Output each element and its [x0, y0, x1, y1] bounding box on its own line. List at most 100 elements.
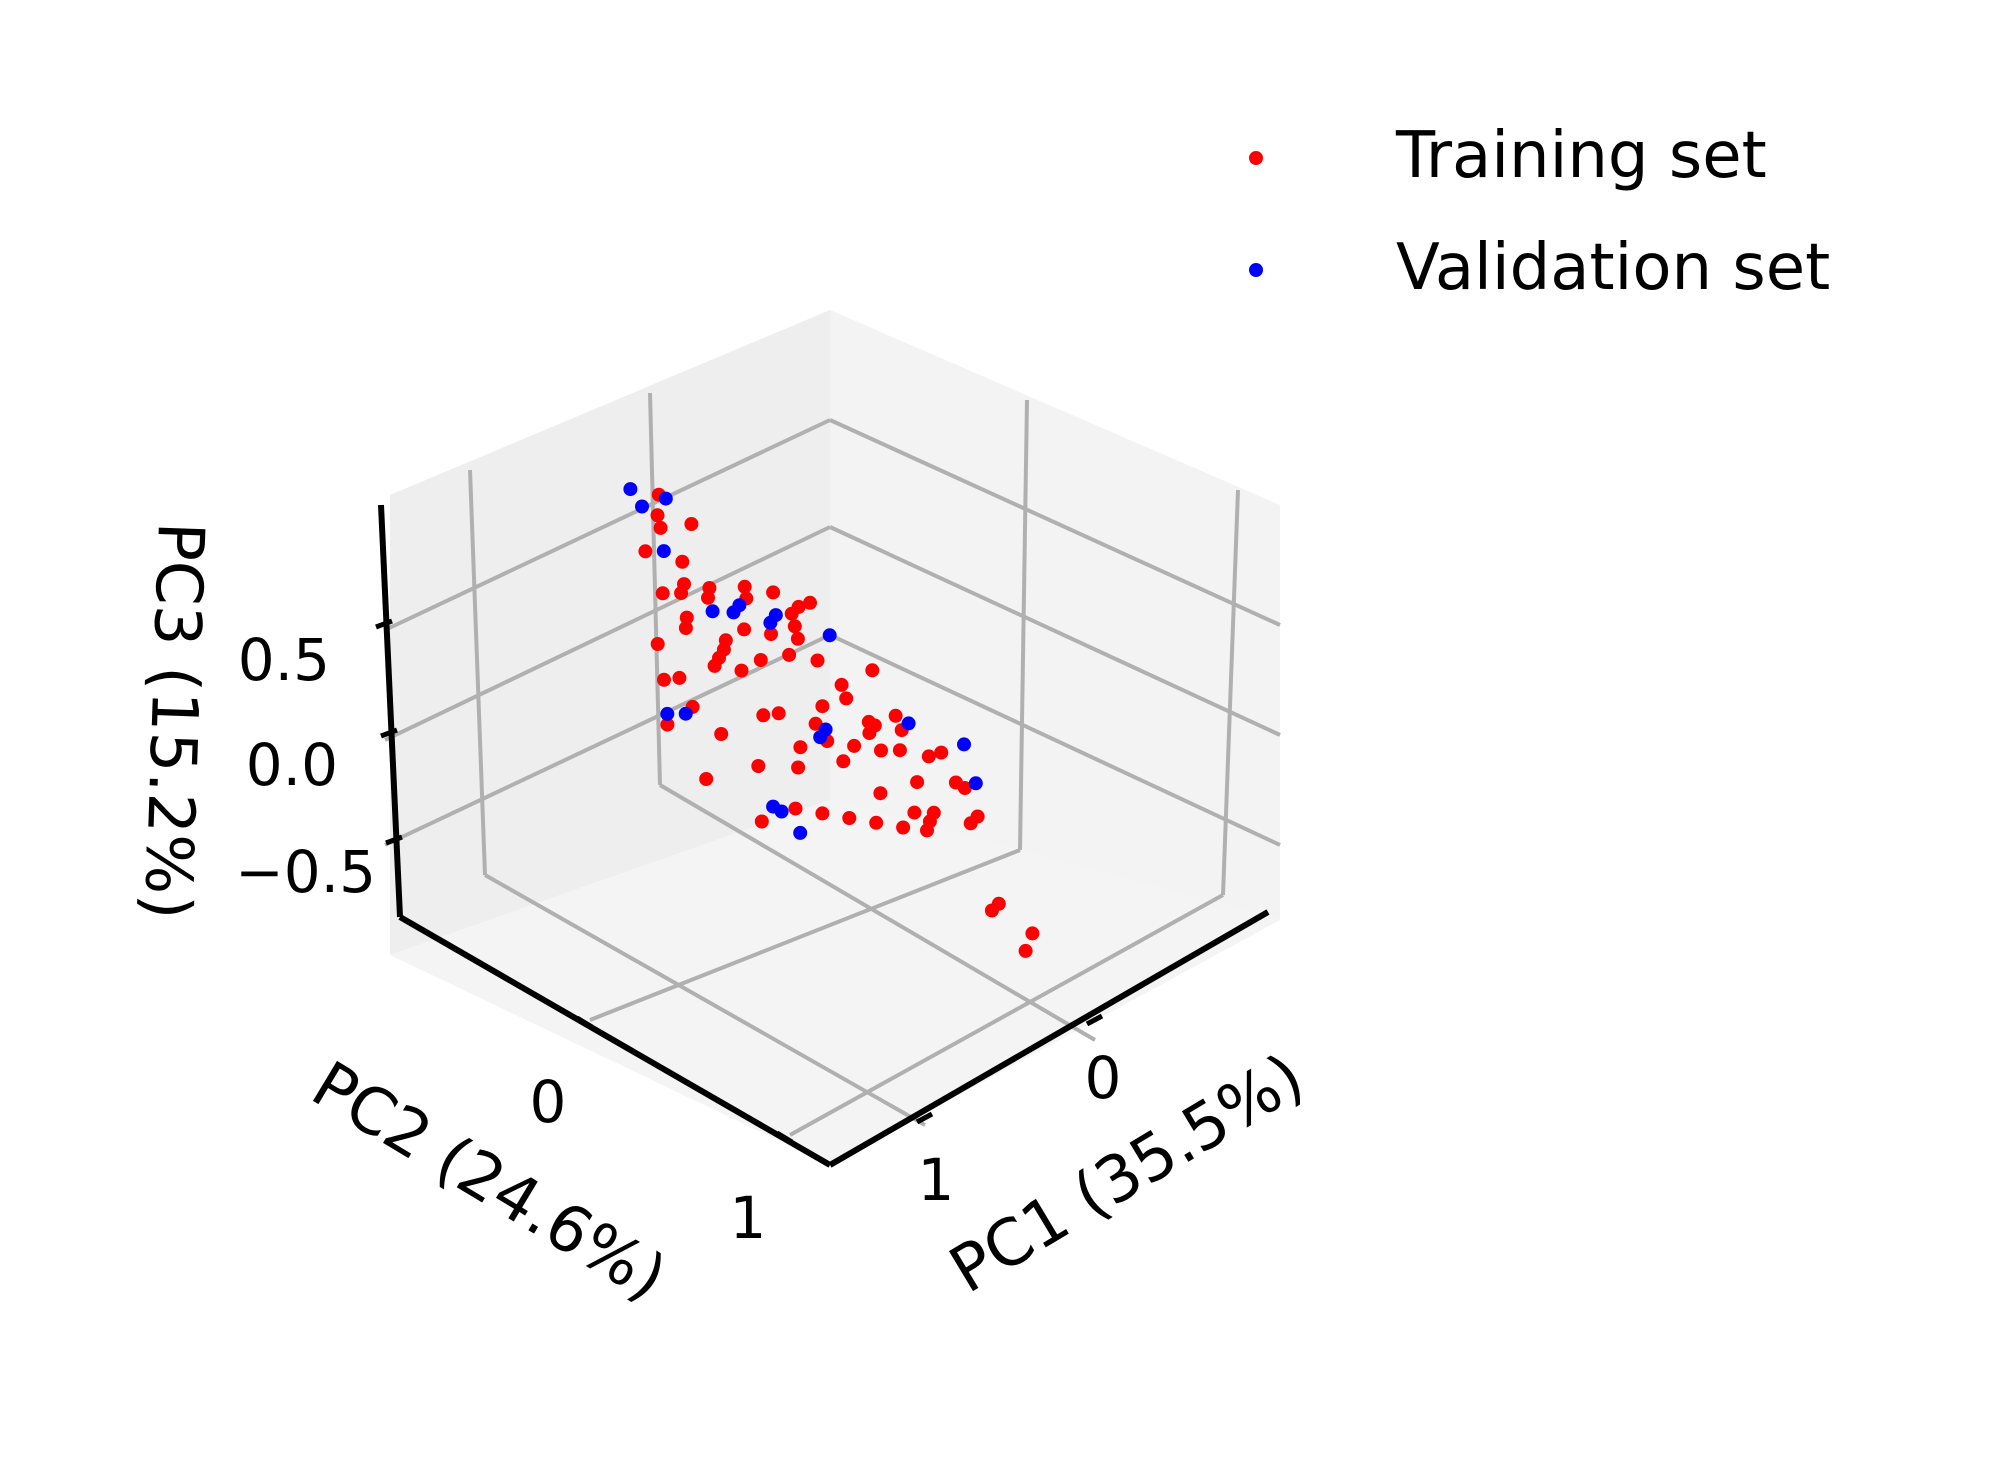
point-training-set-12	[782, 647, 797, 662]
point-training-set-44	[714, 727, 729, 741]
point-validation-set-8	[732, 598, 747, 613]
point-training-set-71	[754, 814, 769, 829]
point-training-set-31	[921, 749, 936, 764]
point-validation-set-15	[678, 706, 693, 721]
point-training-set-58	[675, 554, 690, 569]
point-training-set-42	[788, 801, 803, 816]
point-training-set-76	[873, 786, 888, 801]
point-training-set-64	[934, 745, 949, 760]
point-training-set-61	[834, 677, 849, 692]
point-training-set-26	[847, 738, 862, 753]
x-tick-label-0: 0	[1085, 1044, 1122, 1112]
point-training-set-23	[756, 708, 771, 723]
point-validation-set-2	[635, 499, 649, 514]
point-training-set-18	[734, 663, 749, 678]
point-validation-set-19	[774, 804, 789, 819]
point-validation-set-7	[763, 615, 778, 630]
data-points	[623, 482, 1040, 958]
point-training-set-51	[790, 631, 805, 646]
y-axis-line	[398, 914, 832, 1168]
point-training-set-17	[771, 706, 786, 721]
point-validation-set-18	[793, 825, 808, 840]
grid-floor-x-1	[484, 873, 926, 1127]
point-training-set-22	[672, 670, 687, 685]
point-training-set-4	[803, 595, 817, 610]
point-validation-set-10	[901, 716, 916, 731]
point-training-set-78	[957, 781, 972, 795]
point-training-set-38	[896, 820, 911, 835]
legend: Training set Validation set	[1249, 119, 1830, 305]
point-training-set-66	[892, 743, 907, 758]
axes-lines	[375, 504, 1270, 1168]
grid-back-right-v-2	[1221, 489, 1240, 896]
legend-marker-training-set	[1249, 151, 1263, 165]
y-axis-label: PC2 (24.6%)	[299, 1048, 678, 1316]
point-validation-set-3	[656, 544, 671, 559]
point-training-set-75	[910, 775, 925, 790]
point-training-set-50	[764, 627, 778, 642]
y-tick-0	[575, 1015, 594, 1030]
point-training-set-57	[653, 520, 668, 535]
z-tick-0.5	[375, 618, 393, 630]
grid-floor-x-2	[658, 783, 1097, 1042]
point-validation-set-14	[813, 730, 828, 745]
grid-back-right-h-top	[829, 418, 1281, 627]
point-training-set-21	[650, 637, 665, 651]
point-validation-set-16	[660, 706, 675, 721]
grid-back-left-v-2	[648, 392, 662, 786]
grid-back-left-h-low	[384, 633, 831, 847]
point-training-set-14	[839, 691, 854, 706]
point-training-set-37	[922, 814, 937, 829]
grid-floor-y-1	[589, 848, 1021, 1022]
back-right-pane	[830, 310, 1280, 920]
z-tick-0.0	[380, 727, 398, 739]
floor-pane	[390, 800, 1280, 1165]
z-axis-line	[378, 504, 403, 918]
point-training-set-63	[888, 708, 903, 723]
point-training-set-74	[907, 805, 922, 820]
point-training-set-15	[815, 699, 830, 714]
grid-floor-y-2	[789, 893, 1224, 1137]
point-training-set-1	[737, 579, 752, 594]
z-tick-label-0.0: 0.0	[246, 731, 338, 799]
point-training-set-52	[787, 619, 802, 634]
x-axis-line	[828, 909, 1270, 1168]
tick-labels: 0.5 0.0 −0.5 0 1 1 0	[235, 626, 1121, 1252]
point-training-set-43	[751, 759, 766, 773]
point-training-set-20	[678, 621, 693, 635]
x-tick-label-1: 1	[918, 1146, 955, 1214]
grid-back-left-v-1	[468, 469, 487, 876]
y-tick-label-0: 0	[530, 1068, 567, 1136]
z-axis-label: PC3 (15.2%)	[129, 521, 217, 921]
point-training-set-79	[791, 760, 806, 775]
point-validation-set-11	[957, 737, 971, 752]
point-training-set-54	[791, 599, 806, 614]
z-tick-label-0.5: 0.5	[238, 626, 330, 694]
legend-label-validation-set: Validation set	[1396, 231, 1830, 305]
point-training-set-34	[963, 816, 978, 831]
point-training-set-8	[655, 586, 670, 601]
grid-back-right-v-1	[1018, 399, 1029, 851]
y-tick-1	[775, 1130, 794, 1145]
pane-group	[390, 310, 1280, 1165]
point-training-set-72	[699, 772, 714, 786]
grid-back-left-h-mid	[384, 525, 831, 742]
point-training-set-3	[766, 585, 781, 600]
point-training-set-40	[842, 811, 857, 825]
grid-back-right-h-mid	[829, 525, 1281, 737]
point-training-set-0	[684, 517, 699, 531]
point-training-set-68	[1025, 926, 1040, 941]
grid-lines	[384, 392, 1281, 1137]
point-training-set-6	[702, 581, 717, 595]
point-validation-set-0	[658, 491, 673, 506]
x-tick-1	[915, 1111, 934, 1125]
point-training-set-65	[865, 663, 880, 678]
point-training-set-9	[679, 610, 694, 625]
point-training-set-48	[718, 633, 733, 648]
point-training-set-27	[874, 743, 888, 758]
point-training-set-39	[869, 815, 884, 830]
point-training-set-47	[712, 650, 726, 665]
z-tick-neg0.5	[385, 834, 403, 846]
point-validation-set-6	[822, 628, 837, 643]
point-training-set-62	[861, 714, 876, 729]
